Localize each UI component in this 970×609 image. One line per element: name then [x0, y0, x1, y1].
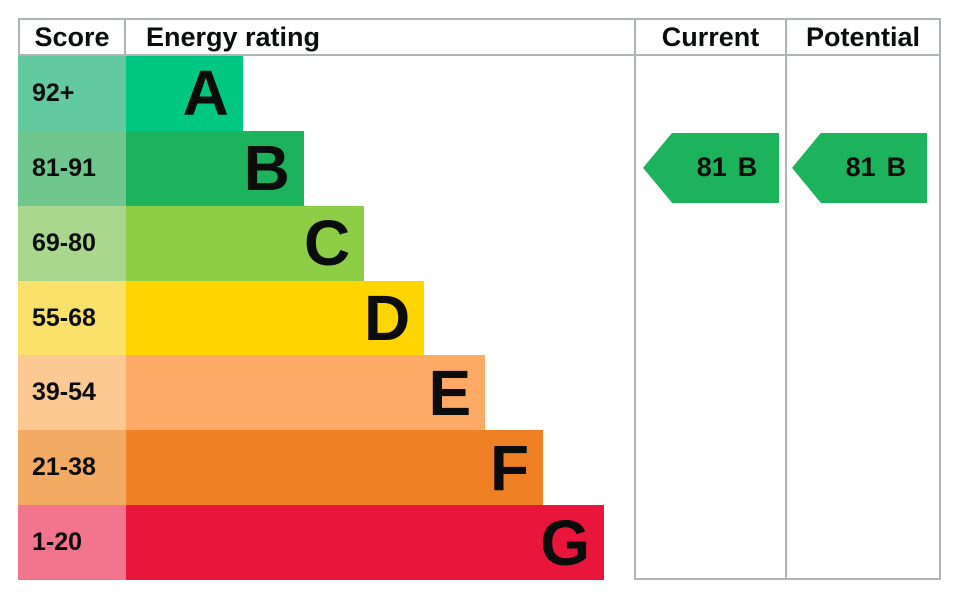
current-rating-score: 81: [696, 152, 727, 183]
column-header-current: Current: [634, 18, 785, 56]
band-row-d: D: [126, 280, 634, 356]
energy-rating-column-body: A B C D: [126, 56, 634, 581]
score-range-f: 21-38: [18, 430, 126, 506]
band-row-e: E: [126, 355, 634, 431]
column-header-score: Score: [18, 18, 126, 56]
score-column-body: 92+ 81-91 69-80 55-68 39-54 21-38 1-20: [18, 56, 126, 581]
potential-rating-score: 81: [845, 152, 876, 183]
current-column-body: 81 B: [634, 56, 785, 580]
band-row-a: A: [126, 56, 634, 131]
score-range-b: 81-91: [18, 130, 126, 206]
band-letter-c: C: [304, 207, 351, 280]
current-rating-pointer: 81 B: [643, 132, 779, 204]
potential-rating-band: B: [886, 152, 907, 183]
band-bar-b: B: [126, 130, 304, 206]
energy-rating-column: Energy rating A B C: [126, 18, 634, 581]
epc-table: Score 92+ 81-91 69-80 55-68 39-54 21-38 …: [18, 18, 941, 581]
band-bar-g: G: [126, 505, 605, 581]
score-range-g: 1-20: [18, 505, 126, 581]
potential-column-body: 81 B: [785, 56, 941, 580]
band-letter-g: G: [540, 506, 591, 579]
score-column: Score 92+ 81-91 69-80 55-68 39-54 21-38 …: [18, 18, 126, 581]
band-bar-e: E: [126, 355, 486, 431]
band-bar-c: C: [126, 205, 365, 281]
band-letter-b: B: [243, 132, 290, 205]
column-header-potential: Potential: [785, 18, 941, 56]
score-range-a: 92+: [18, 56, 126, 131]
band-row-g: G: [126, 505, 634, 581]
score-range-c: 69-80: [18, 205, 126, 281]
current-column: Current 81 B: [634, 18, 785, 580]
potential-rating-pointer: 81 B: [792, 132, 927, 204]
band-letter-d: D: [363, 282, 411, 354]
band-bar-f: F: [126, 430, 544, 506]
band-bar-d: D: [126, 280, 425, 356]
band-letter-e: E: [428, 356, 472, 429]
band-row-f: F: [126, 430, 634, 506]
column-header-energy-rating: Energy rating: [126, 18, 634, 56]
band-bar-a: A: [126, 56, 243, 131]
band-letter-f: F: [489, 431, 530, 504]
score-range-d: 55-68: [18, 280, 126, 356]
score-range-e: 39-54: [18, 355, 126, 431]
potential-column: Potential 81 B: [785, 18, 941, 580]
band-letter-a: A: [182, 57, 229, 130]
current-rating-band: B: [737, 152, 758, 183]
band-row-b: B: [126, 130, 634, 206]
band-row-c: C: [126, 205, 634, 281]
